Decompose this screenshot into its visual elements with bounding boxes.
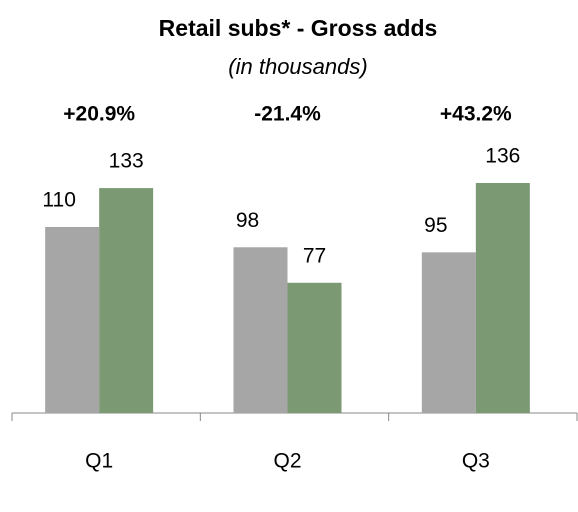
bar — [99, 188, 154, 413]
bar — [475, 183, 530, 413]
bar — [45, 226, 100, 413]
data-label: 95 — [424, 214, 447, 237]
data-label: 77 — [303, 244, 326, 267]
x-tick-label: Q3 — [462, 450, 490, 473]
annotation: +43.2% — [440, 103, 512, 126]
x-tick-label: Q2 — [273, 450, 301, 473]
data-label: 133 — [109, 150, 144, 173]
data-label: 136 — [485, 145, 520, 168]
bar — [287, 282, 342, 413]
data-label: 110 — [42, 189, 75, 212]
bar — [233, 247, 288, 413]
annotation: -21.4% — [254, 103, 321, 126]
data-label: 98 — [236, 209, 259, 232]
bar — [421, 252, 476, 413]
x-tick-label: Q1 — [85, 450, 113, 473]
annotation: +20.9% — [63, 103, 135, 126]
chart-title: Retail subs* - Gross adds — [159, 15, 438, 41]
chart-subtitle: (in thousands) — [228, 54, 367, 79]
